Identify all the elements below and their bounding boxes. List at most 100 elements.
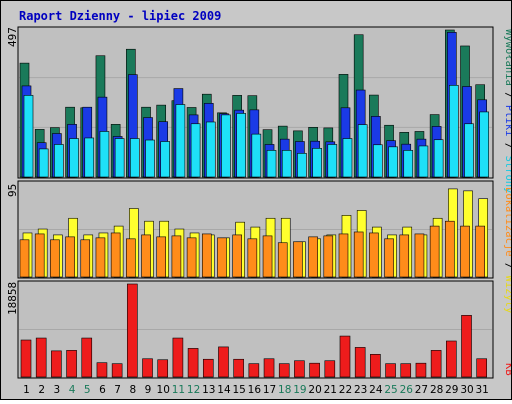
day-label: 22 [339,384,352,396]
day-label: 6 [99,384,106,396]
sites-bar [19,239,30,278]
sites-bar [247,238,258,278]
kb-bar [461,315,472,378]
legend-pliki: Pliki [503,105,511,137]
day-label: 25 [384,384,397,396]
sites-bar [293,241,303,278]
day-label: 9 [145,384,152,396]
kb-bar [157,359,169,378]
kb-bar [324,360,336,378]
sites-bar [277,242,288,278]
day-label: 5 [84,384,91,396]
day-label: 30 [460,384,473,396]
day-label: 19 [293,384,306,396]
middle-legend: Lokalizacje / Wizyty [503,187,511,313]
middle-ymax-label: 95 [6,184,19,197]
pages-bar [145,139,155,178]
legend-wizyty: Wizyty [503,276,511,314]
sites-bar [353,231,364,278]
day-label: 11 [172,384,185,396]
pages-bar [23,95,34,178]
pages-bar [251,133,262,178]
pages-bar [114,138,125,178]
pages-bar [175,104,186,178]
pages-bar [69,138,79,178]
pages-bar [357,124,368,178]
sites-bar [217,237,227,278]
kb-bar [172,337,184,378]
day-label: 13 [202,384,215,396]
kb-bar [446,340,457,378]
sites-bar [126,238,136,278]
top-bars [19,29,490,178]
bottom-bars [20,283,488,378]
legend-strony: Strony [503,155,511,193]
day-label: 2 [38,384,45,396]
day-label: 15 [232,384,245,396]
sites-bar [201,233,212,278]
pages-bar [266,150,277,178]
legend-lokalizacje: Lokalizacje [503,187,511,257]
pages-bar [205,121,216,178]
day-label: 20 [308,384,321,396]
sites-bar [262,235,273,278]
pages-bar [221,114,231,178]
kb-bar [127,283,138,378]
pages-bar [418,145,429,178]
pages-bar [190,123,201,178]
sites-bar [110,232,121,278]
kb-bar [20,339,32,378]
sites-bar [308,236,318,278]
pages-bar [433,139,444,178]
kb-bar [294,360,305,378]
day-label: 18 [278,384,291,396]
pages-bar [236,113,246,178]
pages-bar [464,123,474,178]
pages-bar [403,150,414,178]
sites-bar [429,225,440,278]
kb-bar [370,354,381,378]
pages-bar [388,146,398,178]
sites-bar [445,220,455,278]
pages-bar [99,131,110,178]
sites-bar [460,225,470,278]
kb-bar [278,363,290,378]
kb-bar [66,350,77,378]
sites-bar [95,237,106,278]
legend-kb: KB [503,363,511,376]
sites-bar [80,239,91,278]
kb-bar [96,362,108,378]
day-label: 31 [476,384,489,396]
pages-bar [281,150,292,178]
kb-bar [354,347,366,378]
kb-bar [476,358,488,378]
day-label: 4 [69,384,76,396]
kb-bar [218,346,229,378]
day-label: 7 [114,384,121,396]
middle-bars [19,188,489,278]
kb-bar [415,362,427,378]
day-label: 10 [157,384,170,396]
sites-bar [399,234,410,278]
day-label: 12 [187,384,200,396]
day-label: 16 [248,384,262,396]
pages-bar [342,138,353,178]
sites-bar [369,232,379,278]
kb-bar [233,358,244,378]
sites-bar [141,234,151,278]
pages-bar [54,144,64,178]
kb-bar [111,363,123,378]
pages-bar [297,153,307,178]
legend-wywolania: Wywołania [503,29,511,86]
pages-bar [327,144,338,178]
pages-bar [449,85,459,178]
day-label: 28 [430,384,443,396]
legend-separator: / [503,92,511,98]
day-label: 23 [354,384,367,396]
pages-bar [160,141,171,178]
kb-bar [430,350,442,378]
sites-bar [171,235,182,278]
day-label: 21 [324,384,337,396]
x-axis-day-labels: 1 2 3 4 5 6 7 8 9 10 11 12 13 14 15 16 17 18 19 20 21 22 23 24 2… [23,384,489,396]
